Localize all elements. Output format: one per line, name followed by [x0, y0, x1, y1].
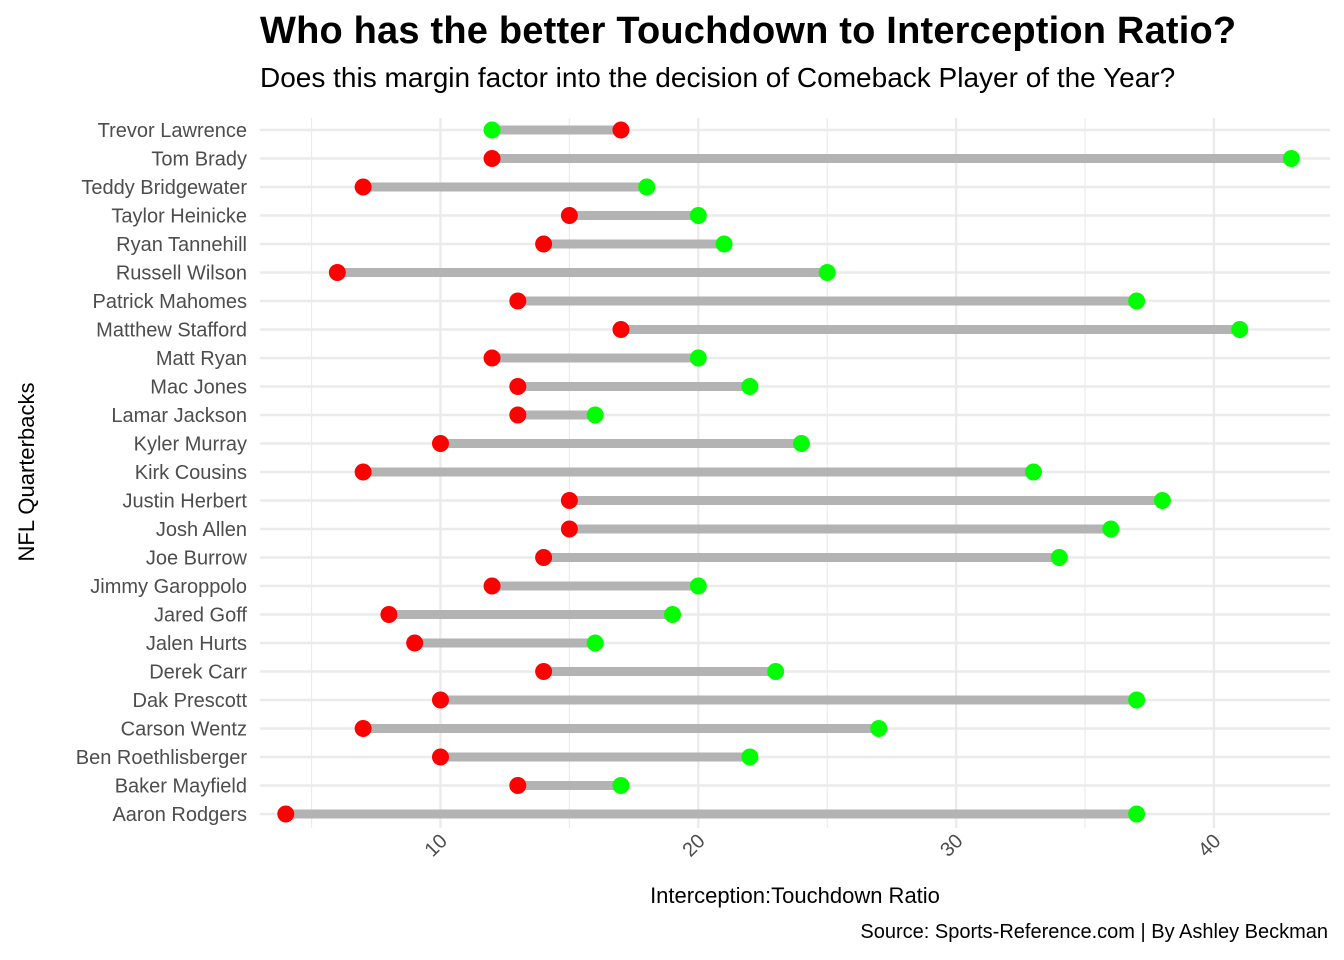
touchdown-point — [1024, 463, 1042, 481]
interception-point — [483, 150, 501, 167]
touchdown-point — [1231, 321, 1249, 338]
touchdown-point — [586, 634, 604, 652]
y-tick-label: Trevor Lawrence — [98, 120, 247, 142]
y-axis-title: NFL Quarterbacks — [14, 383, 39, 562]
y-tick-label: Matt Ryan — [156, 348, 247, 370]
touchdown-point — [664, 606, 682, 623]
y-tick-label: Dak Prescott — [133, 690, 248, 712]
touchdown-point — [767, 663, 785, 680]
chart-title: Who has the better Touchdown to Intercep… — [260, 10, 1237, 52]
touchdown-point — [689, 577, 707, 595]
touchdown-point — [689, 207, 707, 224]
y-tick-label: Kirk Cousins — [135, 462, 247, 484]
y-tick-label: Kyler Murray — [134, 434, 247, 456]
y-tick-label: Josh Allen — [156, 519, 247, 541]
interception-point — [560, 520, 578, 538]
touchdown-point — [1128, 805, 1146, 823]
touchdown-point — [741, 748, 759, 766]
touchdown-point — [715, 235, 733, 253]
interception-point — [431, 748, 449, 766]
dumbbell-points — [277, 121, 1300, 823]
touchdown-point — [818, 264, 836, 281]
interception-point — [406, 634, 424, 652]
y-tick-label: Jimmy Garoppolo — [90, 576, 247, 598]
x-axis-title: Interception:Touchdown Ratio — [650, 883, 940, 908]
y-tick-label: Baker Mayfield — [115, 776, 247, 798]
interception-point — [612, 121, 630, 139]
touchdown-point — [1050, 549, 1068, 566]
interception-point — [509, 292, 527, 310]
chart-subtitle: Does this margin factor into the decisio… — [260, 62, 1176, 93]
y-tick-labels: Trevor Lawrence Tom Brady Teddy Bridgewate… — [76, 120, 248, 826]
interception-point — [354, 178, 372, 196]
y-tick-label: Aaron Rodgers — [112, 804, 247, 826]
touchdown-point — [1128, 292, 1146, 310]
touchdown-point — [870, 720, 888, 737]
y-tick-label: Matthew Stafford — [96, 320, 247, 342]
dumbbell-segments — [285, 125, 1292, 819]
interception-point — [560, 492, 578, 509]
x-tick-label: 10 — [421, 830, 452, 861]
touchdown-point — [741, 378, 759, 395]
x-tick-label: 20 — [678, 830, 709, 861]
y-tick-label: Carson Wentz — [121, 719, 247, 741]
y-tick-label: Taylor Heinicke — [111, 206, 247, 228]
interception-point — [509, 378, 527, 395]
interception-point — [328, 264, 346, 281]
y-tick-label: Ben Roethlisberger — [76, 747, 248, 769]
touchdown-point — [1153, 492, 1171, 509]
chart-caption: Source: Sports-Reference.com | By Ashley… — [860, 921, 1328, 943]
interception-point — [380, 606, 398, 623]
interception-point — [431, 435, 449, 452]
y-tick-label: Tom Brady — [151, 149, 247, 171]
touchdown-point — [586, 406, 604, 424]
interception-point — [535, 235, 553, 253]
y-tick-label: Derek Carr — [149, 662, 247, 684]
y-tick-label: Justin Herbert — [123, 491, 248, 513]
interception-point — [277, 805, 295, 823]
y-tick-label: Teddy Bridgewater — [81, 177, 247, 199]
interception-point — [535, 663, 553, 680]
touchdown-point — [638, 178, 656, 196]
touchdown-point — [1102, 520, 1120, 538]
touchdown-point — [1282, 150, 1300, 167]
touchdown-point — [483, 121, 501, 139]
interception-point — [509, 777, 527, 794]
interception-point — [483, 349, 501, 367]
y-tick-label: Ryan Tannehill — [116, 234, 247, 256]
interception-point — [560, 207, 578, 224]
touchdown-point — [689, 349, 707, 367]
y-tick-label: Jared Goff — [154, 605, 247, 627]
interception-point — [354, 463, 372, 481]
x-tick-labels: 10 20 30 40 — [421, 830, 1226, 861]
y-tick-label: Lamar Jackson — [111, 405, 247, 427]
touchdown-point — [1128, 691, 1146, 709]
touchdown-point — [792, 435, 810, 452]
touchdown-point — [612, 777, 630, 794]
interception-point — [612, 321, 630, 338]
interception-point — [483, 577, 501, 595]
interception-point — [535, 549, 553, 566]
x-tick-label: 40 — [1194, 830, 1225, 861]
interception-point — [509, 406, 527, 424]
interception-point — [354, 720, 372, 737]
y-tick-label: Patrick Mahomes — [93, 291, 248, 313]
y-tick-label: Jalen Hurts — [146, 633, 247, 655]
y-tick-label: Mac Jones — [150, 377, 247, 399]
x-tick-label: 30 — [936, 830, 967, 861]
y-tick-label: Russell Wilson — [116, 263, 247, 285]
y-tick-label: Joe Burrow — [146, 548, 248, 570]
interception-point — [431, 691, 449, 709]
